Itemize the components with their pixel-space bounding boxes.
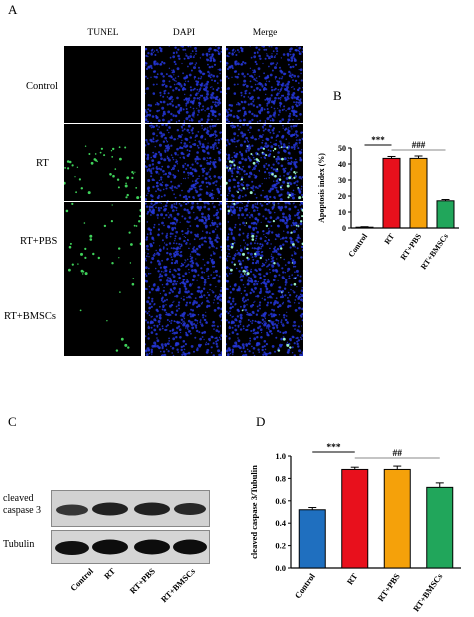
wb-lane-label-rt-pbs: RT+PBS: [127, 566, 158, 596]
micrograph-control-dapi: [145, 46, 222, 123]
x-tick-label: RT: [383, 231, 397, 246]
y-tick-label: 20: [338, 192, 346, 201]
y-tick-label: 0.0: [275, 563, 286, 573]
x-tick-label: RT+PBS: [399, 232, 424, 262]
column-header-merge: Merge: [252, 28, 278, 38]
y-tick-label: 0.8: [275, 473, 286, 483]
significance-label: ***: [326, 443, 341, 453]
micrograph-rt-pbs-dapi: [145, 202, 222, 279]
x-tick-label: RT+BMSCs: [419, 232, 450, 271]
band-label-tubulin: Tubulin: [3, 539, 35, 550]
column-header-tunel: TUNEL: [87, 28, 119, 38]
y-tick-label: 0.6: [275, 496, 286, 506]
y-tick-label: 40: [338, 160, 346, 169]
significance-label: ##: [393, 449, 403, 459]
y-tick-label: 1.0: [275, 451, 286, 461]
y-tick-label: 10: [338, 208, 346, 217]
x-tick-label: Control: [293, 571, 318, 600]
cleaved-caspase-chart: 0.0 0.2 0.4 0.6 0.8 1.0 cleaved caspase 3/Tubu…: [249, 443, 461, 614]
x-tick-label: RT: [345, 571, 360, 586]
row-label-rt-bmscs: RT+BMSCs: [4, 311, 56, 322]
bar-rt: [382, 157, 401, 229]
panel-letter-b: B: [333, 88, 342, 103]
x-tick-label: RT+BMSCs: [411, 571, 445, 614]
micrograph-rt-tunel: [64, 124, 141, 201]
micrograph-rt-bmscs-dapi: [145, 279, 222, 356]
column-header-dapi: DAPI: [172, 28, 196, 38]
y-axis-label: Apoptosis index (%): [317, 153, 326, 223]
western-blot-caspase-image: [51, 490, 210, 527]
bar-rt-bmscs: [436, 200, 455, 229]
micrograph-rt-pbs-tunel: [64, 202, 141, 279]
row-label-rt: RT: [36, 158, 49, 169]
y-tick-label: 0: [342, 224, 346, 233]
micrograph-rt-merge: [226, 124, 303, 201]
panel-letter-a: A: [8, 2, 18, 17]
band-label-cleaved-caspase-3: cleaved caspase 3: [3, 493, 42, 516]
significance-label: ***: [371, 135, 385, 145]
micrograph-rt-pbs-merge: [226, 202, 303, 279]
y-tick-label: 30: [338, 176, 346, 185]
western-blot-tubulin-image: [51, 530, 210, 564]
bar-rt-bmscs: [426, 486, 454, 569]
panel-letter-d: D: [256, 414, 266, 429]
bar-rt-pbs: [383, 468, 411, 569]
y-tick-label: 0.2: [275, 541, 286, 551]
micrograph-rt-dapi: [145, 124, 222, 201]
micrograph-control-merge: [226, 46, 303, 123]
row-label-rt-pbs: RT+PBS: [20, 236, 58, 247]
wb-lane-label-control: Control: [68, 566, 96, 594]
micrograph-rt-bmscs-merge: [226, 279, 303, 356]
bar-control: [298, 509, 326, 569]
x-tick-label: Control: [347, 231, 370, 259]
micrograph-control-tunel: [64, 46, 141, 123]
bar-rt-pbs: [409, 157, 428, 229]
y-tick-label: 50: [338, 144, 346, 153]
micrograph-rt-bmscs-tunel: [64, 279, 141, 356]
panel-letter-c: C: [8, 414, 17, 429]
y-axis-label: cleaved caspase 3/Tubulin: [249, 465, 259, 559]
y-tick-label: 0.4: [275, 518, 286, 528]
x-tick-label: RT+PBS: [375, 571, 402, 603]
row-label-control: Control: [26, 81, 59, 92]
bar-control: [355, 226, 374, 229]
significance-label: ###: [412, 140, 426, 150]
bar-rt: [341, 468, 369, 569]
wb-lane-label-rt: RT: [101, 566, 118, 582]
